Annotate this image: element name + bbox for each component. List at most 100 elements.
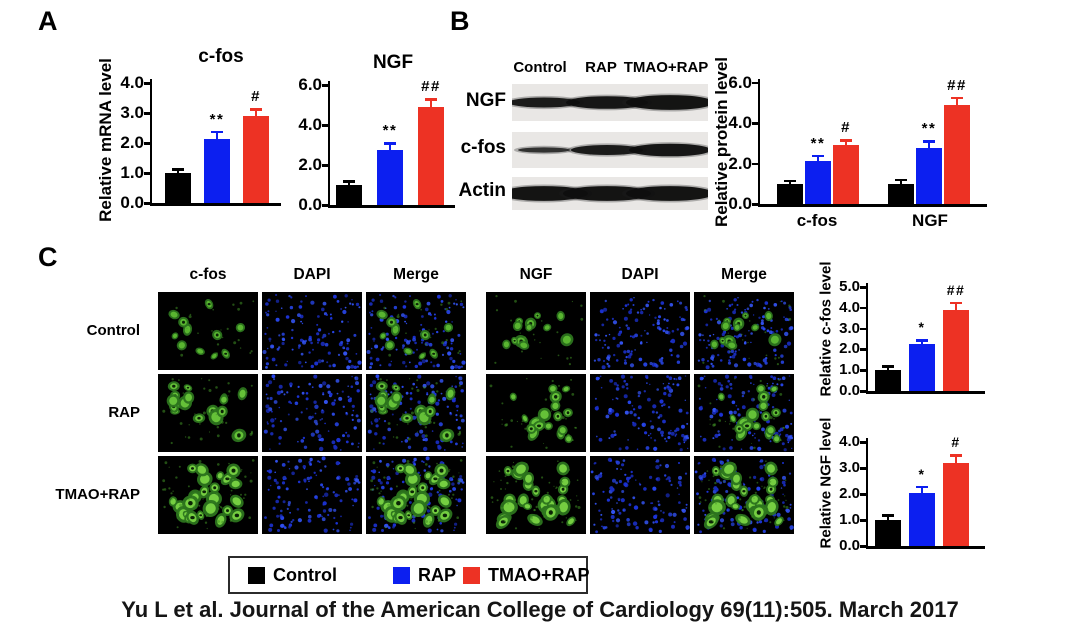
legend-label-control: Control [273, 565, 337, 585]
significance-marker: ## [421, 78, 441, 95]
if-tile-control-dapi-0 [262, 292, 362, 370]
legend-item-rap: RAP [393, 566, 456, 584]
x-category-label: NGF [912, 211, 948, 230]
y-tick-label: 4.0 [839, 433, 860, 450]
bar [909, 492, 935, 546]
y-tick-mark [859, 348, 866, 351]
y-tick-label: 1.0 [839, 511, 860, 528]
error-bar-cap [384, 142, 396, 145]
panel-c-label: C [38, 242, 58, 272]
blot-strip-c-fos [512, 132, 715, 168]
error-bar-whisker [817, 156, 819, 161]
y-tick-mark [859, 390, 866, 393]
y-tick-mark [859, 327, 866, 331]
if-tile-rap-merge-0 [366, 374, 466, 452]
y-tick-mark [321, 124, 328, 127]
panel-a-label: A [38, 6, 58, 36]
error-bar-cap [211, 130, 223, 133]
error-bar-cap [172, 168, 184, 171]
y-tick-mark [321, 84, 328, 87]
y-tick-label: 6.0 [298, 75, 322, 94]
y-tick-mark [859, 286, 866, 289]
x-axis [865, 546, 985, 549]
bar [943, 462, 969, 546]
y-tick-mark [859, 545, 866, 548]
if-col-header-cfos: c-fos [189, 266, 227, 283]
y-tick-mark [143, 172, 150, 175]
bar [909, 344, 935, 391]
error-bar-cap [916, 339, 928, 342]
bar [833, 145, 859, 204]
y-tick-label: 4.0 [298, 115, 322, 134]
error-bar-cap [882, 365, 894, 368]
y-tick-label: 0.0 [298, 195, 322, 214]
if-tile-rap-merge-1 [694, 374, 794, 452]
bar [875, 520, 901, 546]
x-category-label: c-fos [796, 211, 838, 230]
legend-swatch-rap [393, 566, 410, 584]
y-tick-mark [143, 112, 150, 115]
y-tick-label: 2.0 [839, 485, 860, 502]
error-bar-cap [343, 180, 355, 183]
error-bar-whisker [177, 170, 179, 173]
if-tile-tmao-rap-green-1 [486, 456, 586, 534]
error-bar-cap [250, 108, 262, 111]
error-bar-cap [425, 98, 437, 101]
blot-strip-actin [496, 177, 718, 210]
error-bar-cap [812, 154, 824, 158]
x-axis [149, 203, 281, 206]
y-axis [327, 81, 330, 207]
y-axis [757, 78, 760, 206]
y-tick-mark [751, 122, 758, 125]
error-bar-whisker [389, 144, 391, 150]
y-tick-label: 6.0 [728, 72, 752, 92]
if-col-header-merge-1: Merge [393, 266, 439, 283]
if-row-label-rap: RAP [108, 404, 140, 421]
y-tick-label: 0.0 [839, 382, 860, 399]
error-bar-whisker [928, 142, 930, 149]
y-tick-mark [859, 369, 866, 372]
error-bar-whisker [845, 141, 847, 146]
bar [336, 185, 362, 205]
blot-row-label-actin: Actin [458, 180, 507, 201]
y-tick-mark [859, 306, 866, 310]
y-tick-label: 4.0 [839, 298, 860, 316]
y-tick-mark [143, 142, 150, 145]
y-tick-mark [859, 441, 866, 444]
if-tile-rap-green-1 [486, 374, 586, 452]
if-tile-tmao-rap-merge-1 [694, 456, 794, 534]
if-col-header-dapi-2: DAPI [621, 266, 659, 283]
error-bar-cap [951, 96, 963, 100]
blot-row-label-cfos: c-fos [460, 137, 506, 158]
if-tile-tmao-rap-dapi-0 [262, 456, 362, 534]
if-tile-control-green-0 [158, 292, 258, 370]
x-axis [757, 204, 987, 207]
blot-lane-header-tmao-rap: TMAO+RAP [623, 59, 709, 76]
if-tile-tmao-rap-merge-0 [366, 456, 466, 534]
y-tick-label: 2.0 [839, 340, 860, 358]
bar [916, 148, 942, 204]
y-tick-label: 4.0 [120, 73, 144, 92]
error-bar-whisker [430, 100, 432, 107]
error-bar-whisker [255, 110, 257, 116]
error-bar-whisker [921, 487, 923, 493]
error-bar-whisker [955, 456, 957, 463]
y-axis [149, 79, 152, 205]
if-tile-rap-dapi-1 [590, 374, 690, 452]
error-bar-whisker [348, 182, 350, 185]
y-tick-label: 2.0 [728, 153, 752, 173]
legend-label-rap: RAP [418, 565, 457, 585]
y-tick-mark [143, 82, 150, 85]
y-tick-label: 3.0 [120, 103, 144, 122]
y-axis-label: Relative protein level [712, 56, 731, 228]
y-tick-mark [859, 493, 866, 496]
error-bar-cap [950, 301, 962, 305]
x-axis [865, 391, 985, 394]
if-tile-control-merge-0 [366, 292, 466, 370]
if-tile-control-dapi-1 [590, 292, 690, 370]
significance-marker: ** [921, 120, 937, 138]
error-bar-whisker [956, 98, 958, 105]
error-bar-cap [895, 178, 907, 182]
if-col-header-ngf: NGF [519, 266, 553, 283]
